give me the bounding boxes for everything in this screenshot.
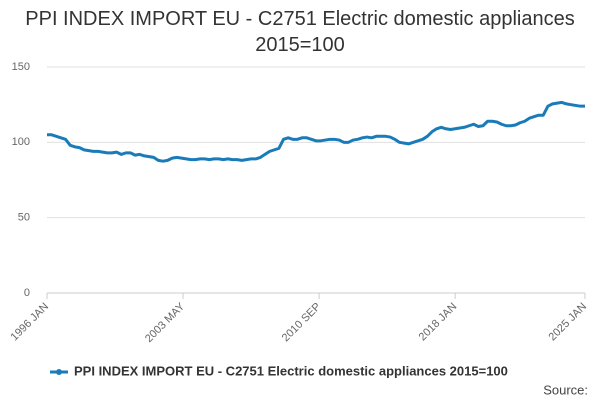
y-tick-label: 150 <box>12 61 30 73</box>
y-tick-label: 50 <box>18 212 30 224</box>
x-tick-label: 1996 JAN <box>9 301 52 344</box>
chart-title: PPI INDEX IMPORT EU - C2751 Electric dom… <box>25 8 575 56</box>
x-tick-label: 2018 JAN <box>417 301 460 344</box>
x-tick-label: 2025 JAN <box>547 301 590 344</box>
source: Source: <box>543 382 588 397</box>
x-tick-label: 2003 MAY <box>143 300 188 345</box>
y-tick-label: 100 <box>12 136 30 148</box>
data-line <box>47 100 585 163</box>
y-tick-label: 0 <box>24 287 30 299</box>
legend-label: PPI INDEX IMPORT EU - C2751 Electric dom… <box>74 363 508 378</box>
legend-marker <box>56 369 62 375</box>
x-tick-label: 2010 SEP <box>280 301 324 345</box>
